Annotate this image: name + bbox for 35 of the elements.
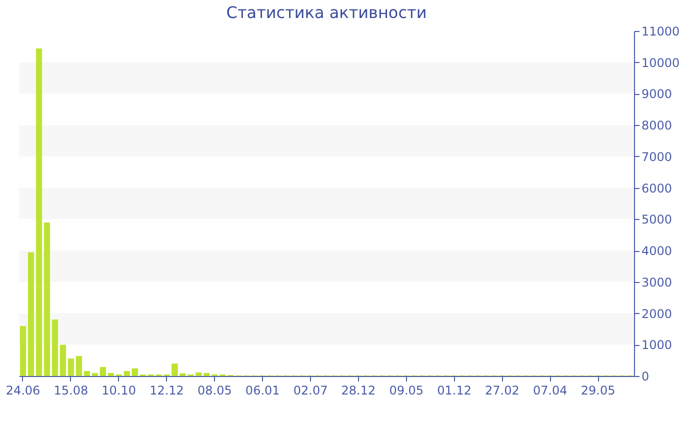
y-tick-label: 5000 [642,212,672,227]
x-tick-label: 29.05 [580,384,616,398]
x-tick-label: 02.07 [293,384,328,398]
bar [28,252,34,376]
y-tick-label: 4000 [642,244,672,258]
y-tick-label: 11000 [642,24,680,38]
bar [60,344,66,376]
bar [100,366,106,376]
x-tick-label: 24.06 [6,384,40,398]
x-tick-label: 07.04 [532,384,568,398]
x-tick-label: 27.02 [485,384,520,398]
y-tick-label: 9000 [642,87,672,102]
bar [76,356,82,376]
bar [44,222,50,376]
bar [20,326,26,376]
y-tick-label: 0 [642,370,650,384]
x-tick-label: 15.08 [54,384,88,398]
y-tick-label: 10000 [642,56,680,70]
x-tick-label: 08.05 [198,384,232,398]
y-tick-label: 8000 [642,118,672,133]
x-tick-label: 28.12 [341,384,376,398]
x-tick-label: 10.10 [102,384,136,398]
bar [68,358,74,376]
y-tick-label: 3000 [642,275,672,290]
y-tick-label: 6000 [642,181,672,196]
chart-title: Статистика активности [226,3,427,22]
y-tick-label: 2000 [642,306,672,321]
x-tick-label: 01.12 [437,384,472,398]
x-tick-label: 09.05 [389,384,424,398]
bar [52,320,58,376]
x-tick-label: 12.12 [150,384,184,398]
x-tick-label: 06.01 [245,384,280,398]
y-tick-label: 1000 [642,338,672,352]
y-tick-label: 7000 [642,150,672,164]
bar [36,48,42,376]
